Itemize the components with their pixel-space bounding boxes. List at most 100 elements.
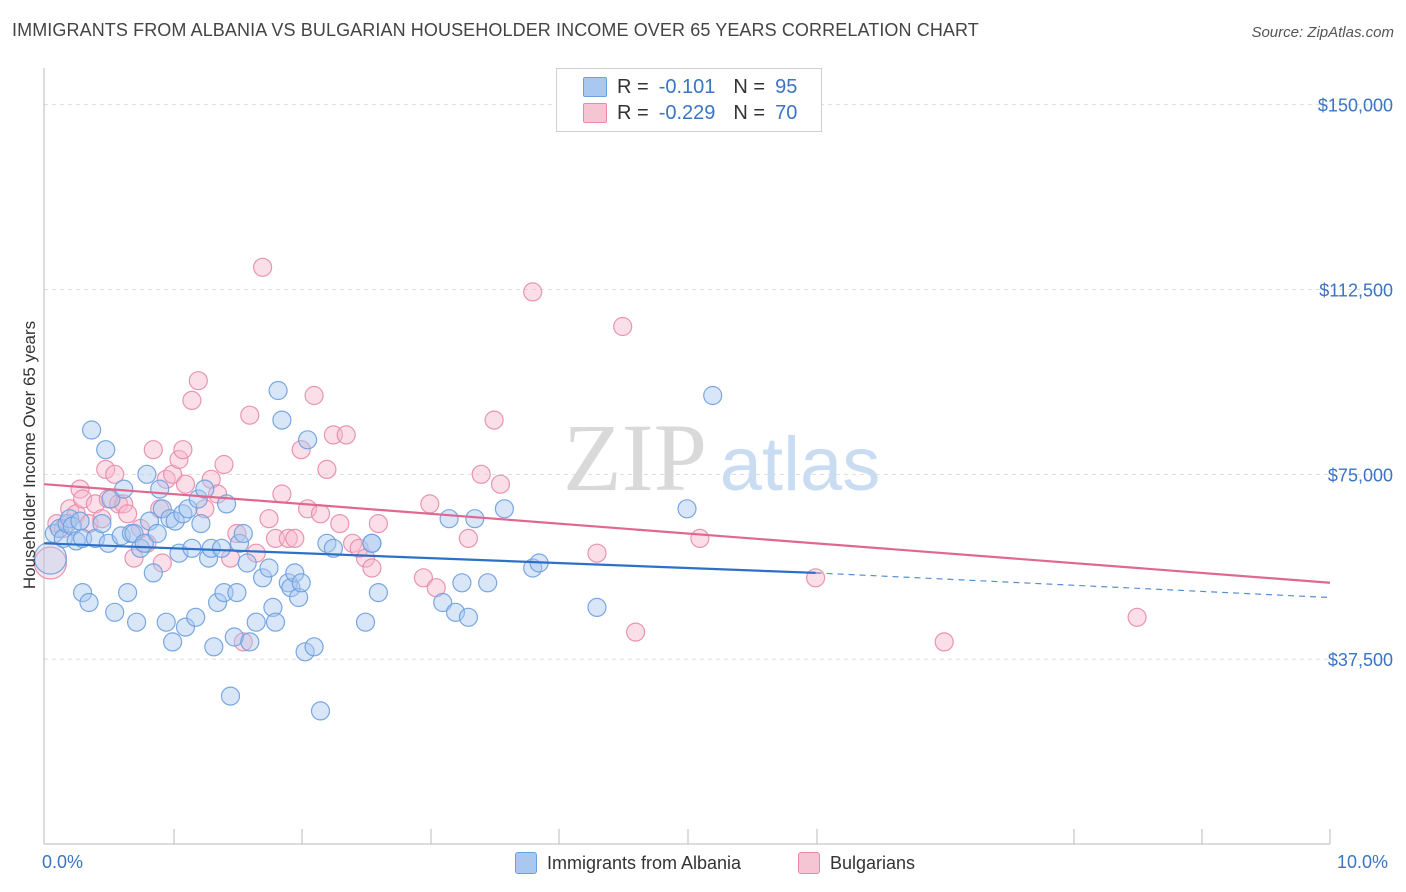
bulgarians-point <box>291 440 311 460</box>
bulgarians-point <box>253 257 273 277</box>
bulgarians-point <box>117 504 138 524</box>
bulgarians-point <box>336 425 356 445</box>
albania-point <box>362 533 382 553</box>
albania-point <box>458 607 478 627</box>
albania-point <box>523 558 543 578</box>
bulgarians-point <box>420 494 440 514</box>
legend-n-label: N = <box>733 101 766 124</box>
bulgarians-point <box>169 449 189 470</box>
albania-point <box>281 578 301 598</box>
albania-point <box>494 499 514 519</box>
bulgarians-point <box>458 528 478 549</box>
y-axis-label: Householder Income Over 65 years <box>20 320 39 590</box>
bulgarians-point <box>124 548 144 568</box>
bulgarians-point <box>195 499 215 519</box>
bulgarians-trend-line <box>43 483 1331 584</box>
albania-trend-line <box>43 542 816 575</box>
bulgarians-point <box>182 390 202 410</box>
bulgarians-point <box>471 464 491 484</box>
bulgarians-point <box>690 528 710 549</box>
albania-point <box>289 587 309 608</box>
y-tick-label: $75,000 <box>1328 465 1393 485</box>
albania-point <box>310 701 331 721</box>
bulgarians-point <box>310 504 331 524</box>
albania-point <box>186 607 206 627</box>
albania-point <box>263 597 283 618</box>
albania-point <box>152 499 172 519</box>
bulgarians-point <box>304 385 324 406</box>
albania-point <box>439 509 459 529</box>
bulgarians-point <box>349 538 369 558</box>
bulgarians-point <box>330 513 350 534</box>
albania-point <box>105 602 125 622</box>
bottom-legend-swatch-pink <box>798 852 820 874</box>
bulgarians-point <box>173 440 193 460</box>
legend-n-label: N = <box>733 75 766 98</box>
albania-point <box>79 592 99 613</box>
legend-n-value: 70 <box>775 101 798 124</box>
bulgarians-point <box>613 316 633 337</box>
legend-row-albania: R = -0.101 N = 95 <box>583 75 797 99</box>
bulgarians-point <box>484 410 504 430</box>
source-label: Source: ZipAtlas.com <box>1251 24 1394 41</box>
albania-point <box>220 686 241 706</box>
albania-point <box>587 597 607 618</box>
bulgarians-point <box>214 454 234 475</box>
bottom-legend-label-pink: Bulgarians <box>830 852 916 873</box>
gridlines <box>44 104 1392 660</box>
series-albania <box>33 380 723 721</box>
albania-point <box>195 479 215 499</box>
x-tick-min: 0.0% <box>42 852 84 872</box>
albania-point <box>191 513 211 534</box>
bulgarians-point <box>105 464 125 484</box>
bottom-legend-label-blue: Immigrants from Albania <box>547 852 742 873</box>
albania-point <box>259 558 279 578</box>
bulgarians-point <box>490 474 511 494</box>
watermark-atlas: atlas <box>720 422 881 507</box>
albania-point <box>156 612 176 632</box>
y-tick-label: $112,500 <box>1319 280 1393 300</box>
bulgarians-point <box>317 459 337 479</box>
albania-point <box>163 632 183 652</box>
y-tick-label: $150,000 <box>1318 96 1393 116</box>
albania-point <box>317 533 337 553</box>
bulgarians-point <box>92 509 112 529</box>
bulgarians-point <box>33 546 68 580</box>
albania-point <box>188 489 208 509</box>
bulgarians-point <box>272 484 292 504</box>
albania-point <box>677 499 697 519</box>
albania-point <box>165 511 185 531</box>
albania-point <box>92 513 112 534</box>
bulgarians-point <box>362 558 382 578</box>
albania-point <box>433 592 453 613</box>
chart-title: IMMIGRANTS FROM ALBANIA VS BULGARIAN HOU… <box>12 20 979 40</box>
albania-point <box>224 627 244 647</box>
albania-point <box>208 592 228 613</box>
albania-point <box>298 430 318 450</box>
legend-n-value: 95 <box>775 75 798 98</box>
bulgarians-point <box>240 405 260 425</box>
albania-point <box>117 582 138 603</box>
albania-point <box>291 573 311 593</box>
albania-point <box>295 642 315 662</box>
bottom-legend-bulgarians: Bulgarians <box>798 852 915 874</box>
albania-point <box>227 582 247 603</box>
y-tick-labels: $37,500 $75,000 $112,500 $150,000 <box>1318 96 1393 671</box>
albania-point <box>81 420 102 440</box>
albania-point <box>178 499 198 519</box>
albania-point <box>304 637 324 657</box>
legend-swatch-blue <box>583 77 607 97</box>
albania-point <box>229 533 250 553</box>
albania-point <box>285 563 305 583</box>
axes <box>43 68 1331 845</box>
bulgarians-point <box>72 489 93 509</box>
albania-point <box>175 617 196 637</box>
albania-point <box>147 523 167 544</box>
albania-point <box>703 385 723 406</box>
legend-r-value: -0.229 <box>658 101 716 124</box>
bulgarians-point <box>934 632 954 652</box>
albania-point <box>96 440 116 460</box>
albania-point <box>233 523 253 544</box>
x-tick-max: 10.0% <box>1337 852 1389 872</box>
